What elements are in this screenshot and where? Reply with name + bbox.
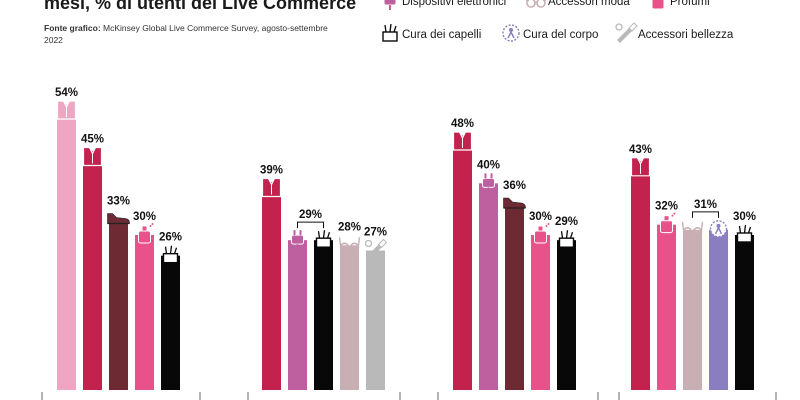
- perfume-icon: [138, 223, 154, 244]
- shirt-icon: [261, 177, 282, 198]
- value-label: 48%: [451, 118, 474, 130]
- hair-icon: [736, 224, 753, 243]
- plug-icon: [383, 0, 397, 10]
- chart-source: Fonte grafico: McKinsey Global Live Comm…: [44, 22, 344, 46]
- bracket: [297, 221, 324, 229]
- value-label: 39%: [260, 165, 283, 177]
- bar-group-3: 48% 40%36% 30% 29%: [451, 118, 578, 390]
- bar: [340, 245, 359, 390]
- legend-item-bellezza: Accessori bellezza: [615, 22, 734, 43]
- bracket: [692, 211, 719, 218]
- bar: [657, 224, 676, 390]
- bracket-label: 31%: [694, 199, 717, 211]
- value-label: 40%: [477, 159, 500, 171]
- bar: [135, 235, 154, 390]
- value-label: 33%: [107, 196, 130, 208]
- value-label: 28%: [338, 221, 361, 233]
- value-label: 54%: [55, 87, 78, 99]
- legend-item-moda: Accessori moda: [526, 0, 630, 8]
- value-label: 36%: [503, 180, 526, 192]
- shirt-icon: [630, 157, 651, 177]
- shirt-icon: [452, 131, 473, 151]
- bar-group-2: 39% 28% 27% 29%: [260, 165, 388, 390]
- value-label: 30%: [133, 211, 156, 223]
- source-text: McKinsey Global Live Commerce Survey, ag…: [44, 23, 328, 45]
- bar: [557, 240, 576, 390]
- hair-icon: [558, 230, 575, 248]
- value-label: 30%: [733, 211, 756, 223]
- source-label: Fonte grafico:: [44, 23, 101, 33]
- bar: [631, 167, 650, 390]
- brush-icon: [615, 22, 638, 43]
- shirt-icon: [56, 100, 77, 120]
- shoe-icon: [503, 197, 526, 209]
- bar: [531, 235, 550, 390]
- legend-label: Cura dei capelli: [402, 29, 481, 41]
- plug-icon: [291, 230, 304, 250]
- bar-group-1: 54% 45% 33%30%26%: [55, 87, 182, 390]
- bar: [453, 142, 472, 390]
- perfume-icon: [651, 0, 665, 10]
- hair-icon: [382, 23, 398, 42]
- bar: [479, 183, 498, 390]
- value-label: 30%: [529, 211, 552, 223]
- value-label: 26%: [159, 232, 182, 244]
- bar: [57, 111, 76, 390]
- glasses-icon: [526, 0, 546, 8]
- value-label: 27%: [364, 227, 387, 239]
- hair-icon: [315, 230, 332, 248]
- legend-label: Cura del corpo: [523, 29, 598, 41]
- shoe-icon: [107, 213, 130, 225]
- bar: [161, 255, 180, 390]
- perfume-icon: [534, 223, 550, 244]
- value-label: 43%: [629, 144, 652, 156]
- shirt-icon: [82, 146, 103, 167]
- bar: [505, 204, 524, 390]
- legend-label: Dispositivi elettronici: [402, 0, 506, 8]
- body-care-icon: [502, 24, 520, 42]
- plug-icon: [482, 173, 495, 193]
- bar: [366, 250, 385, 390]
- bar: [83, 157, 102, 390]
- value-label: 45%: [81, 134, 104, 146]
- value-label: 29%: [555, 216, 578, 228]
- glasses-icon: [681, 221, 704, 237]
- glasses-icon: [338, 237, 361, 253]
- legend-label: Profumi: [670, 0, 710, 8]
- legend-label: Accessori bellezza: [638, 29, 734, 41]
- bar: [288, 240, 307, 390]
- perfume-icon: [660, 212, 676, 234]
- legend-item-corpo: Cura del corpo: [502, 24, 598, 42]
- legend-item-capelli: Cura dei capelli: [382, 23, 481, 42]
- bar: [262, 188, 281, 390]
- body-care-icon: [709, 220, 728, 238]
- chart-title: mesi, % di utenti del Live Commerce: [44, 0, 357, 13]
- bar-group-4: 43% 32% 30% 31%: [629, 144, 756, 390]
- legend-item-elettronica: Dispositivi elettronici: [383, 0, 506, 10]
- bar: [683, 229, 702, 390]
- legend-label: Accessori moda: [548, 0, 630, 8]
- bar: [709, 229, 728, 390]
- hair-icon: [162, 245, 179, 264]
- brush-icon: [364, 238, 388, 260]
- bar: [109, 219, 128, 390]
- bracket-label: 29%: [299, 209, 322, 221]
- bar: [314, 240, 333, 390]
- bar: [735, 235, 754, 390]
- value-label: 32%: [655, 201, 678, 213]
- legend-item-profumi: Profumi: [651, 0, 710, 10]
